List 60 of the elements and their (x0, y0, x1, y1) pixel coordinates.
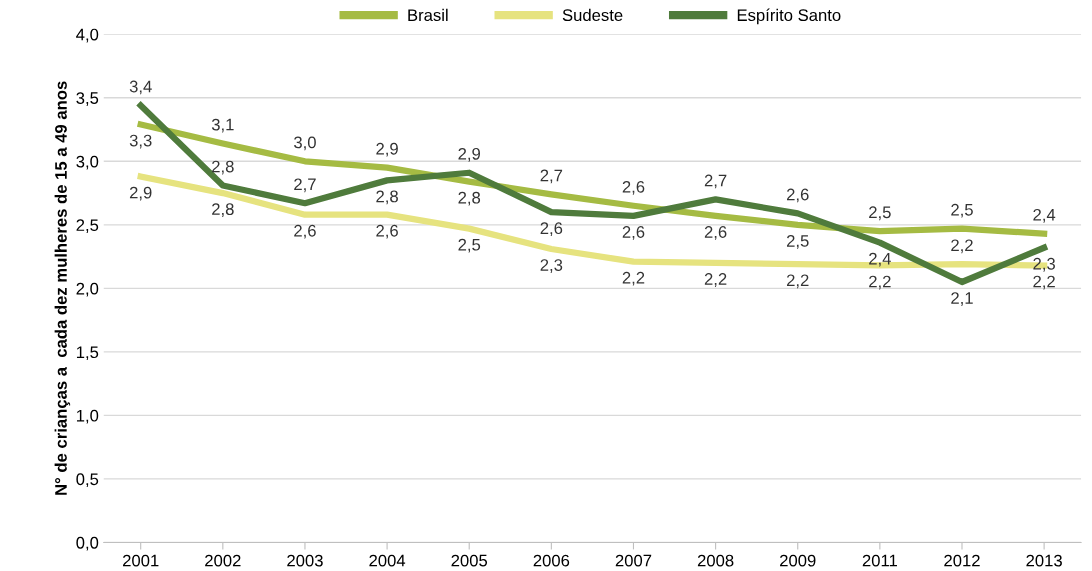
data-label: 2,2 (1033, 275, 1055, 290)
x-tick-label: 2007 (615, 554, 652, 567)
y-tick-label: 0,5 (76, 473, 99, 488)
data-label: 3,4 (129, 80, 152, 95)
data-label: 2,5 (951, 203, 973, 218)
y-axis-title: N° de crianças a cada dez mulheres de 15 a 49 anos (54, 81, 71, 495)
data-label: 2,1 (951, 292, 973, 306)
x-tick-label: 2004 (369, 554, 406, 567)
data-label: 2,7 (704, 174, 727, 189)
data-label: 2,8 (212, 203, 234, 217)
data-label: 2,2 (622, 271, 645, 286)
legend-label: Sudeste (562, 8, 623, 22)
data-label: 2,3 (540, 259, 563, 273)
data-label: 2,2 (704, 273, 727, 287)
x-tick-label: 2006 (533, 554, 570, 567)
data-label: 2,6 (294, 224, 316, 239)
data-label: 2,8 (376, 190, 398, 205)
data-label: 2,9 (376, 142, 398, 157)
data-label: 2,2 (869, 275, 891, 290)
x-tick-label: 2008 (697, 554, 734, 567)
y-tick-label: 2,0 (76, 282, 99, 297)
x-tick-label: 2003 (287, 554, 323, 567)
x-tick-label: 2012 (944, 554, 980, 567)
data-label: 2,6 (786, 188, 809, 203)
x-tick-label: 2013 (1026, 554, 1062, 567)
data-label: 2,6 (622, 180, 645, 195)
data-label: 2,6 (622, 226, 645, 240)
data-label: 2,5 (786, 234, 809, 249)
y-tick-label: 1,0 (76, 409, 99, 424)
data-label: 2,6 (376, 224, 398, 239)
y-tick-label: 4,0 (76, 28, 99, 43)
data-label: 2,8 (212, 160, 234, 175)
data-label: 3,0 (294, 136, 316, 151)
data-label: 2,2 (786, 274, 809, 289)
data-label: 2,6 (704, 226, 727, 240)
data-label: 3,3 (129, 134, 152, 149)
x-tick-label: 2011 (862, 554, 897, 567)
y-tick-label: 1,5 (76, 346, 99, 361)
data-label: 2,6 (540, 222, 563, 237)
data-label: 2,4 (1033, 208, 1056, 223)
x-tick-label: 2005 (451, 554, 488, 567)
x-tick-label: 2002 (205, 554, 241, 567)
data-label: 2,5 (458, 238, 481, 253)
data-label: 2,7 (294, 178, 316, 193)
data-label: 2,3 (1033, 257, 1055, 272)
data-label: 2,5 (869, 206, 891, 221)
x-tick-label: 2009 (780, 554, 816, 567)
data-label: 2,7 (540, 169, 563, 184)
data-label: 3,1 (211, 118, 234, 133)
y-tick-label: 3,5 (76, 92, 99, 106)
x-tick-label: 2001 (123, 554, 159, 567)
y-tick-label: 3,0 (76, 155, 99, 170)
data-label: 2,8 (458, 191, 481, 206)
data-label: 2,9 (458, 147, 481, 162)
y-tick-label: 0,0 (76, 536, 99, 551)
data-label: 2,2 (951, 239, 973, 254)
legend-label: Brasil (408, 8, 448, 22)
data-label: 2,9 (129, 186, 152, 201)
y-tick-label: 2,5 (76, 219, 99, 233)
legend-label: Espírito Santo (737, 8, 841, 25)
